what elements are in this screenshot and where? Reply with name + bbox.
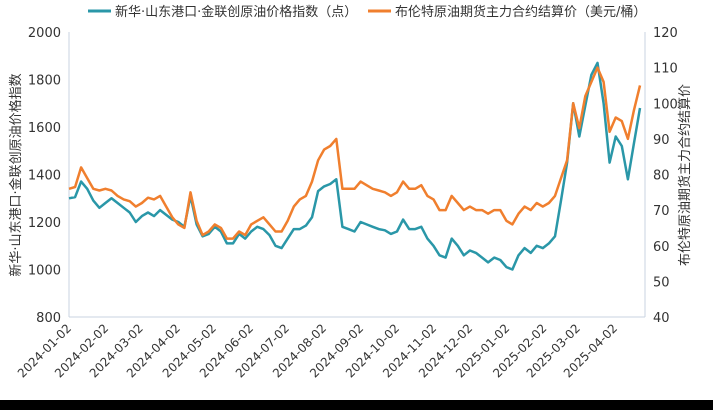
right-tick-label: 70 [653, 204, 670, 219]
bottom-black-bar [0, 400, 713, 410]
legend-label-brent: 布伦特原油期货主力合约结算价（美元/桶） [395, 4, 646, 20]
right-tick-label: 40 [653, 311, 670, 326]
index-line [68, 61, 642, 271]
right-axis-title: 布伦特原油期货主力合约结算价 [677, 84, 693, 266]
right-tick-label: 100 [653, 97, 678, 112]
right-tick-label: 50 [653, 275, 670, 290]
brent-line [68, 66, 642, 240]
line-chart: 新华·山东港口·金联创原油价格指数（点） 布伦特原油期货主力合约结算价（美元/桶… [8, 4, 693, 380]
right-tick-label: 120 [653, 26, 678, 41]
right-tick-label: 60 [653, 240, 670, 255]
left-tick-label: 1600 [28, 121, 61, 136]
right-tick-label: 80 [653, 169, 670, 184]
legend: 新华·山东港口·金联创原油价格指数（点） 布伦特原油期货主力合约结算价（美元/桶… [88, 4, 646, 20]
left-tick-label: 1200 [28, 216, 61, 231]
legend-item-brent[interactable]: 布伦特原油期货主力合约结算价（美元/桶） [368, 4, 646, 20]
plot-lines [68, 61, 642, 271]
left-tick-label: 1800 [28, 74, 61, 89]
right-tick-label: 110 [653, 62, 678, 77]
left-tick-label: 1400 [28, 169, 61, 184]
right-tick-label: 90 [653, 133, 670, 148]
legend-label-index: 新华·山东港口·金联创原油价格指数（点） [115, 4, 357, 20]
left-axis-title: 新华·山东港口·金联创原油价格指数 [8, 73, 24, 276]
left-tick-label: 800 [36, 311, 61, 326]
axes: 800 1000 1200 1400 1600 1800 2000 40 50 60 70 80 90 1… [15, 26, 678, 380]
left-tick-label: 1000 [28, 264, 61, 279]
legend-item-index[interactable]: 新华·山东港口·金联创原油价格指数（点） [88, 4, 357, 20]
left-tick-label: 2000 [28, 26, 61, 41]
